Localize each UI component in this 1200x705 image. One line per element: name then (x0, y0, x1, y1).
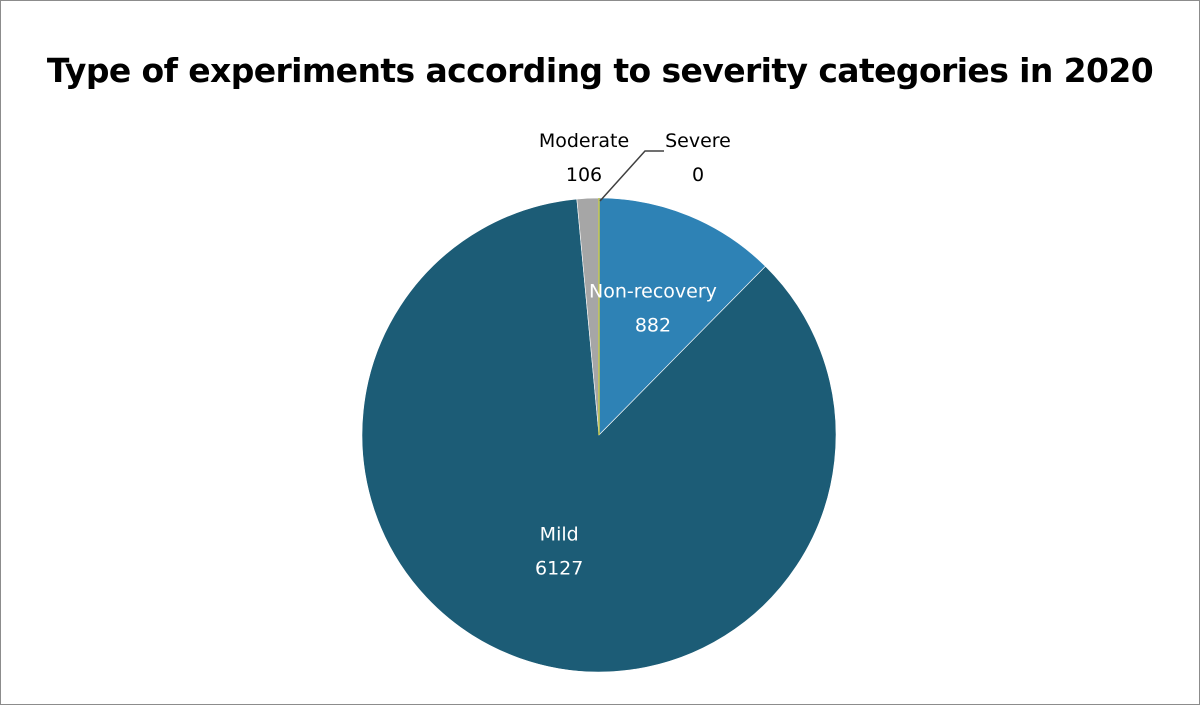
slice-value-severe: 0 (692, 164, 704, 186)
slice-label-non-recovery: Non-recovery (589, 280, 717, 302)
slice-label-severe: Severe (665, 130, 731, 152)
pie-slice-non-recovery (598, 197, 766, 436)
pie-slices (361, 197, 837, 673)
slice-labels: Non-recovery 882 Mild 6127 Moderate 106 Severe… (535, 130, 731, 580)
slice-label-moderate: Moderate (539, 130, 629, 152)
slice-label-mild: Mild (540, 524, 579, 546)
leader-line-severe (599, 150, 664, 202)
pie-slice-mild (361, 198, 837, 673)
leader-lines (599, 150, 664, 202)
slice-value-non-recovery: 882 (635, 314, 671, 336)
slice-value-mild: 6127 (535, 558, 583, 580)
slice-value-moderate: 106 (566, 164, 602, 186)
chart-title: Type of experiments according to severit… (46, 51, 1154, 90)
